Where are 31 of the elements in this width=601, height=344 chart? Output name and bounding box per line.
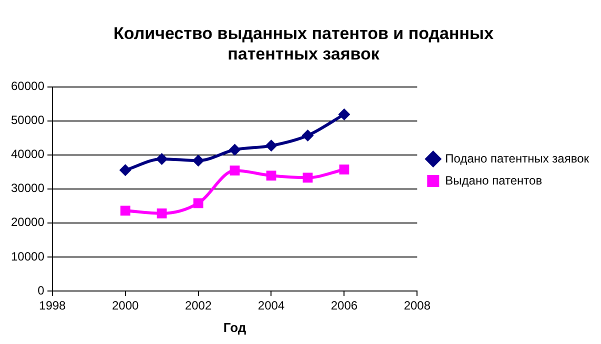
point <box>266 170 276 181</box>
point <box>302 172 313 183</box>
point <box>156 152 168 165</box>
chart-title: Количество выданных патентов и поданных патентных заявок <box>113 24 494 64</box>
point <box>120 206 130 216</box>
point <box>193 198 204 208</box>
legend-label: Подано патентных заявок <box>445 151 590 166</box>
x-tick-label: 2002 <box>184 298 212 313</box>
x-tick-label: 2006 <box>330 298 358 313</box>
point <box>228 144 241 156</box>
x-tick-label: 2000 <box>112 298 139 313</box>
y-tick-label: 10000 <box>10 249 45 264</box>
point <box>192 154 204 167</box>
y-tick-label: 60000 <box>10 79 45 94</box>
point <box>339 164 350 174</box>
point <box>302 129 314 142</box>
x-axis-title: Год <box>223 320 247 335</box>
point <box>230 166 240 176</box>
x-tick-label: 2004 <box>258 298 285 313</box>
y-tick-label: 0 <box>38 283 45 298</box>
y-tick-label: 50000 <box>10 113 45 128</box>
point <box>156 208 167 218</box>
y-tick-label: 20000 <box>10 215 45 230</box>
legend-label: Выдано патентов <box>445 173 542 188</box>
point <box>338 108 350 120</box>
x-tick-label: 2008 <box>404 298 431 313</box>
y-tick-label: 40000 <box>10 147 45 162</box>
point <box>119 164 132 176</box>
y-tick-label: 30000 <box>10 181 45 196</box>
x-tick-label: 1998 <box>39 298 66 313</box>
point <box>265 140 278 152</box>
